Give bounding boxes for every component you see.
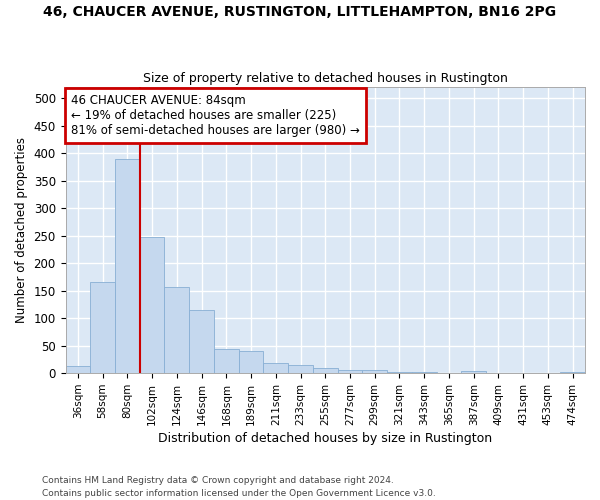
- Text: 46, CHAUCER AVENUE, RUSTINGTON, LITTLEHAMPTON, BN16 2PG: 46, CHAUCER AVENUE, RUSTINGTON, LITTLEHA…: [43, 5, 557, 19]
- Bar: [140, 236, 164, 373]
- Bar: [214, 349, 239, 373]
- Bar: [362, 370, 387, 373]
- Bar: [437, 372, 461, 373]
- Bar: [263, 363, 288, 373]
- Bar: [387, 372, 412, 373]
- Bar: [288, 365, 313, 373]
- Title: Size of property relative to detached houses in Rustington: Size of property relative to detached ho…: [143, 72, 508, 85]
- Bar: [412, 372, 437, 373]
- Bar: [338, 370, 362, 373]
- Bar: [65, 366, 90, 373]
- X-axis label: Distribution of detached houses by size in Rustington: Distribution of detached houses by size …: [158, 432, 493, 445]
- Text: 46 CHAUCER AVENUE: 84sqm
← 19% of detached houses are smaller (225)
81% of semi-: 46 CHAUCER AVENUE: 84sqm ← 19% of detach…: [71, 94, 359, 137]
- Bar: [486, 372, 511, 373]
- Bar: [461, 371, 486, 373]
- Text: Contains HM Land Registry data © Crown copyright and database right 2024.
Contai: Contains HM Land Registry data © Crown c…: [42, 476, 436, 498]
- Bar: [560, 372, 585, 373]
- Bar: [239, 351, 263, 373]
- Y-axis label: Number of detached properties: Number of detached properties: [15, 137, 28, 323]
- Bar: [189, 310, 214, 373]
- Bar: [164, 287, 189, 373]
- Bar: [90, 282, 115, 373]
- Bar: [313, 368, 338, 373]
- Bar: [115, 158, 140, 373]
